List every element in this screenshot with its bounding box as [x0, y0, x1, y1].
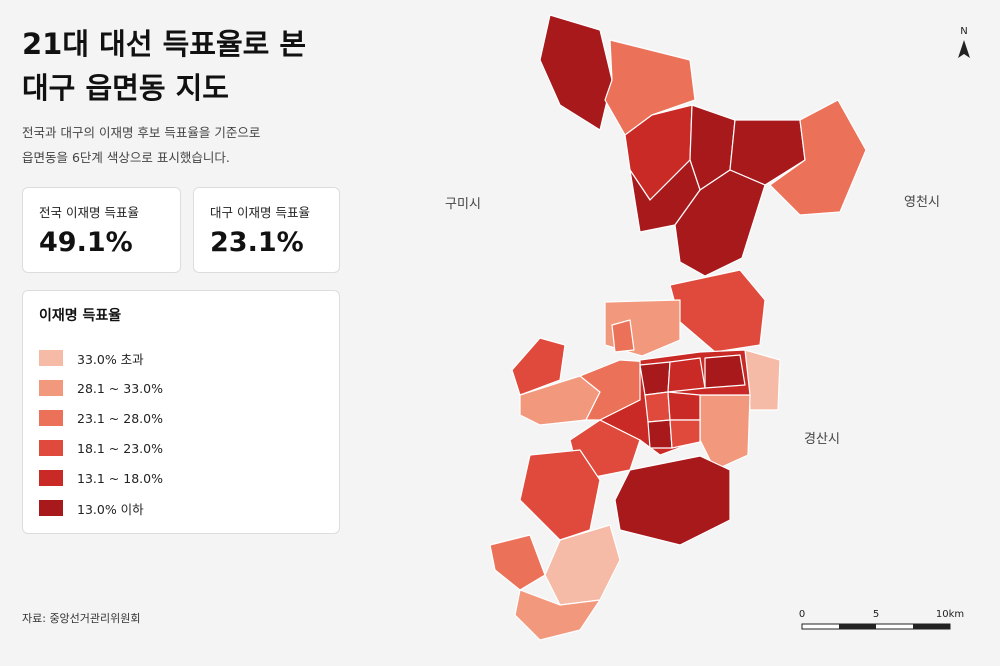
region	[699, 394, 751, 471]
region	[489, 534, 546, 591]
stat-label: 전국 이재명 득표율	[39, 205, 139, 220]
legend-swatch	[39, 350, 63, 366]
region	[614, 455, 731, 546]
scale-label: 0	[799, 609, 805, 620]
legend-label: 23.1 ~ 28.0%	[77, 410, 163, 426]
region	[511, 337, 566, 396]
stat-value: 23.1%	[210, 227, 304, 258]
stat-value: 49.1%	[39, 227, 133, 258]
scale-label: 5	[873, 609, 879, 620]
source: 자료: 중앙선거관리위원회	[22, 612, 141, 625]
region	[704, 354, 746, 389]
scale-label: 10km	[936, 609, 964, 620]
legend-label: 28.1 ~ 33.0%	[77, 380, 163, 396]
region	[539, 14, 613, 131]
region	[669, 269, 766, 353]
place-label: 경산시	[804, 432, 840, 447]
stat-card: 대구 이재명 득표율 23.1%	[193, 187, 340, 273]
region	[667, 357, 706, 393]
region	[644, 391, 671, 423]
regions	[489, 14, 867, 641]
region	[674, 169, 766, 277]
legend-item: 18.1 ~ 23.0%	[39, 433, 323, 463]
region	[647, 419, 673, 449]
legend-swatch	[39, 380, 63, 396]
description-line: 전국과 대구의 이재명 후보 득표율을 기준으로	[22, 125, 261, 140]
region	[514, 589, 601, 641]
title-line: 대구 읍면동 지도	[22, 71, 229, 105]
scale-segment	[913, 624, 950, 629]
description-line: 읍면동을 6단계 색상으로 표시했습니다.	[22, 150, 230, 165]
legend-label: 18.1 ~ 23.0%	[77, 440, 163, 456]
region	[669, 419, 701, 449]
legend: 이재명 득표율 33.0% 초과 28.1 ~ 33.0% 23.1 ~ 28.0%…	[22, 290, 340, 534]
title: 21대 대선 득표율로 본 대구 읍면동 지도	[22, 22, 306, 110]
scale-segment	[839, 624, 876, 629]
region	[519, 449, 601, 541]
legend-label: 13.1 ~ 18.0%	[77, 470, 163, 486]
legend-item: 28.1 ~ 33.0%	[39, 373, 323, 403]
region	[667, 391, 701, 421]
region	[729, 119, 806, 186]
legend-label: 33.0% 초과	[77, 351, 144, 367]
legend-swatch	[39, 440, 63, 456]
region	[769, 99, 867, 216]
scale-bar: 0 5 10km	[799, 609, 964, 630]
north-arrow	[958, 40, 970, 58]
title-line: 21대 대선 득표율로 본	[22, 27, 307, 61]
north-label: N	[960, 26, 967, 37]
legend-item: 13.1 ~ 18.0%	[39, 463, 323, 493]
stat-label: 대구 이재명 득표율	[210, 205, 310, 220]
description: 전국과 대구의 이재명 후보 득표율을 기준으로 읍면동을 6단계 색상으로 표…	[22, 120, 260, 170]
stat-card: 전국 이재명 득표율 49.1%	[22, 187, 181, 273]
legend-item: 23.1 ~ 28.0%	[39, 403, 323, 433]
legend-item: 33.0% 초과	[39, 343, 323, 373]
place-label: 영천시	[904, 195, 940, 210]
legend-label: 13.0% 이하	[77, 501, 144, 517]
legend-swatch	[39, 500, 63, 516]
legend-title: 이재명 득표율	[39, 308, 122, 324]
region	[639, 361, 671, 396]
legend-swatch	[39, 410, 63, 426]
legend-swatch	[39, 470, 63, 486]
region	[611, 319, 635, 353]
place-label: 구미시	[445, 197, 481, 212]
legend-item: 13.0% 이하	[39, 493, 323, 523]
legend-items: 33.0% 초과 28.1 ~ 33.0% 23.1 ~ 28.0% 18.1 ~ 2…	[39, 343, 323, 523]
